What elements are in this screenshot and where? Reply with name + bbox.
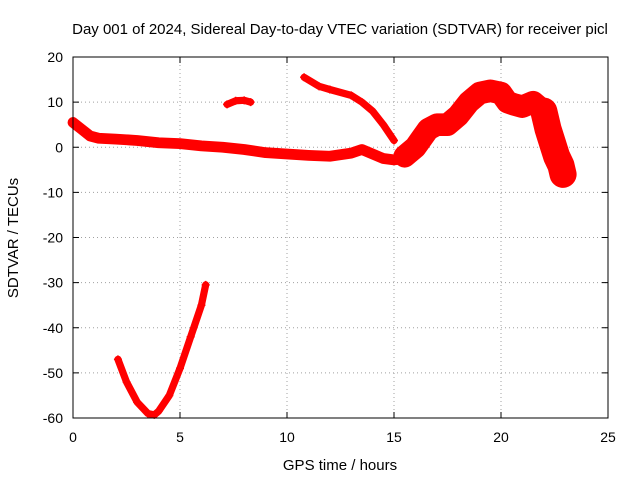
data-point [325,152,334,161]
series-line [114,281,210,419]
y-tick-label: 20 [47,49,63,65]
data-point [464,98,473,107]
data-point [518,102,527,111]
data-point [122,377,131,386]
data-point [186,332,195,341]
x-tick-label: 10 [279,429,295,445]
data-point [143,409,152,418]
y-tick-label: 0 [55,139,63,155]
series-track-tail [530,97,577,188]
axis-ticks [72,56,609,419]
data-point [176,364,184,373]
x-tick-label: 20 [493,429,509,445]
data-point [417,134,426,143]
data-point [246,98,255,107]
data-point [539,107,548,116]
data-point [197,301,206,310]
data-point [556,161,565,170]
data-point [165,391,174,400]
data-point [223,100,232,109]
data-point [133,136,142,145]
data-point [218,143,227,152]
data-point [283,150,291,159]
data-point [304,151,313,160]
data-point [240,96,249,105]
data-point [133,398,142,407]
series-layer [67,73,577,419]
data-point [432,120,441,129]
data-point [379,120,388,129]
data-point [113,355,122,364]
data-point [347,91,356,100]
data-point [486,86,495,95]
y-tick-label: -20 [43,230,63,246]
data-point [443,120,452,129]
data-point [300,73,309,82]
data-point [154,407,163,416]
data-point [357,98,366,107]
data-point [176,139,184,148]
x-tick-label: 0 [69,429,77,445]
y-tick-label: -30 [43,275,63,291]
data-point [325,85,334,94]
data-point [400,152,409,161]
data-point [357,145,366,154]
x-tick-label: 25 [600,429,616,445]
data-point [544,125,553,134]
x-tick-labels: 0 5 10 15 20 25 [69,429,616,445]
data-point [315,82,324,91]
series-line [393,79,556,168]
data-point [86,131,95,140]
y-tick-label: -40 [43,320,63,336]
data-point [111,135,120,144]
data-point [509,100,518,109]
y-tick-labels: -60 -50 -40 -30 -20 -10 0 10 20 [43,49,63,426]
data-point [77,125,86,134]
data-point [261,148,270,157]
data-point [154,138,163,147]
x-tick-label: 5 [176,429,184,445]
data-point [379,154,388,163]
series-line [223,96,255,108]
y-tick-label: -60 [43,410,63,426]
series-track-upper-small [223,96,255,109]
data-point [94,134,103,143]
series-line [67,117,411,166]
data-point [475,89,484,98]
series-track-upper-arc [300,73,398,145]
y-tick-label: -50 [43,365,63,381]
data-point [411,143,420,152]
data-point [231,96,240,105]
data-point [368,107,377,116]
chart-title: Day 001 of 2024, Sidereal Day-to-day VTE… [72,21,608,38]
data-point [424,125,433,134]
y-axis-label: SDTVAR / TECUs [5,178,22,298]
data-point [497,89,505,98]
y-tick-label: 10 [47,94,63,110]
data-point [559,170,568,179]
data-point [197,141,206,150]
data-point [390,136,398,145]
data-point [552,152,561,161]
y-tick-label: -10 [43,184,63,200]
data-point [240,145,249,154]
x-axis-label: GPS time / hours [283,457,397,474]
data-point [503,98,512,107]
data-point [201,280,210,289]
data-point [368,150,377,159]
data-point [347,149,356,158]
series-track-rise [393,79,556,168]
series-track-deep-dip [113,280,210,419]
data-point [548,138,557,147]
series-track-main [67,117,411,166]
x-tick-label: 15 [386,429,402,445]
data-point [454,111,463,120]
